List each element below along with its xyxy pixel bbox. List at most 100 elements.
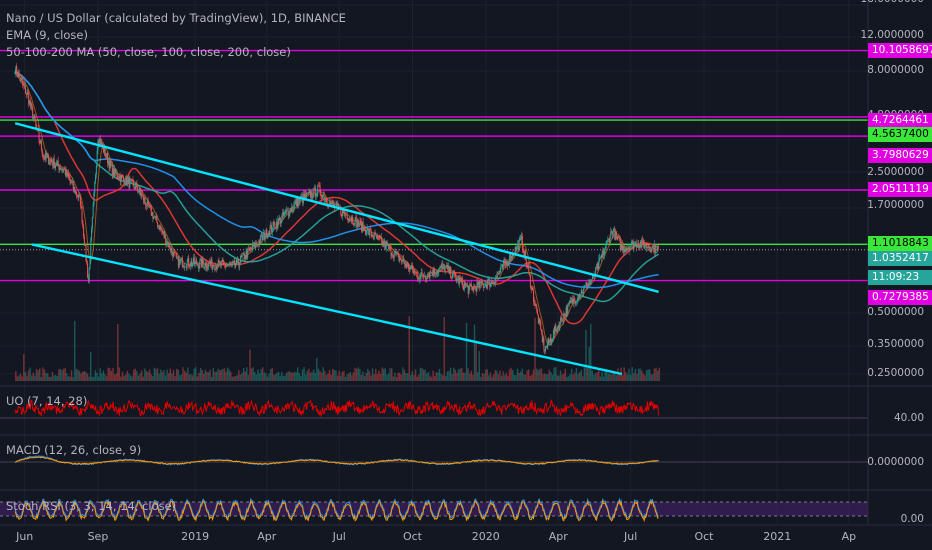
candle-up [510,258,512,261]
volume-bar [62,368,65,381]
volume-bar [456,372,458,381]
candle-up [438,268,440,273]
candle-down [574,300,576,304]
price-label-timer: 11:09:23 [868,270,932,285]
candle-up [493,282,495,284]
volume-bar [457,369,460,381]
candle-down [144,197,146,203]
volume-bar [408,316,410,381]
volume-bar [164,375,167,381]
candle-up [646,246,648,248]
volume-bar [191,375,194,381]
ema-legend[interactable]: EMA (9, close) [6,28,88,42]
candle-down [474,286,476,288]
candle-down [532,288,534,291]
volume-bar [218,370,221,381]
horizontal-levels [0,49,868,282]
volume-bar [383,368,385,381]
volume-bar [422,369,425,381]
stoch-legend[interactable]: Stoch RSI (3, 3, 14, 14, close) [6,499,177,513]
candle-up [565,307,567,317]
candle-down [337,203,339,208]
volume-bar [247,375,250,381]
candle-down [240,256,242,258]
candle-up [623,248,625,253]
volume-bar [158,373,160,381]
volume-bar [545,374,547,381]
candle-up [153,216,155,220]
volume-bar [244,371,246,381]
volume-bar [556,375,559,381]
candle-down [116,172,118,178]
candle-down [181,258,183,268]
candle-up [630,246,632,247]
candle-up [324,199,326,201]
volume-bar [513,374,516,381]
candle-up [306,192,308,198]
candle-up [359,220,361,226]
volume-bar [276,372,278,381]
volume-bar [263,372,265,381]
candle-up [259,235,261,244]
candle-down [60,167,62,170]
candle-down [259,240,261,244]
volume-bar [217,368,219,381]
candle-down [586,282,588,289]
candle-up [228,263,230,265]
candle-down [224,263,226,265]
candle-up [456,278,458,281]
volume-bar [475,341,477,381]
candle-down [489,279,491,287]
candle-down [16,66,18,75]
candle-down [621,244,623,250]
candle-down [183,266,185,267]
price-label-green: 4.5637400 [868,127,932,142]
volume-bar [467,368,469,381]
candle-up [52,158,54,166]
uo-legend[interactable]: UO (7, 14, 28) [6,394,88,408]
candle-down [595,266,597,268]
grid-lines [0,0,868,525]
volume-bar [131,376,133,381]
volume-bar [437,372,439,381]
volume-bar [499,370,501,381]
candle-down [161,230,163,233]
volume-bar [483,373,485,381]
ma-legend[interactable]: 50-100-200 MA (50, close, 100, close, 20… [6,45,291,59]
candle-up [478,280,480,285]
macd-legend[interactable]: MACD (12, 26, close, 9) [6,443,142,457]
time-tick-label: 2019 [181,530,210,543]
volume-bar [139,373,141,381]
candle-down [405,263,407,268]
candle-up [354,217,356,226]
volume-bar [346,374,348,381]
candle-down [86,260,88,265]
candle-down [642,239,644,241]
trendlines[interactable] [14,122,659,376]
volume-bar [23,354,25,381]
candle-down [27,92,29,95]
candle-down [122,176,124,177]
candle-down [572,298,574,304]
candle-up [155,215,157,217]
candle-down [340,207,342,215]
candle-down [261,235,263,240]
candle-up [633,244,635,250]
candle-down [274,223,276,229]
time-tick-label: Oct [694,530,714,543]
candle-up [551,340,553,343]
candle-up [473,286,475,291]
candle-down [422,274,424,277]
time-tick-label: 2020 [471,530,500,543]
candle-up [373,232,375,239]
volume-bar [107,367,109,381]
candle-down [55,165,57,166]
candle-down [410,266,412,269]
candle-down [57,160,59,166]
candle-up [54,165,56,168]
candle-up [652,245,654,247]
candle-down [411,264,413,270]
candle-down [470,283,472,285]
candle-up [316,193,318,196]
